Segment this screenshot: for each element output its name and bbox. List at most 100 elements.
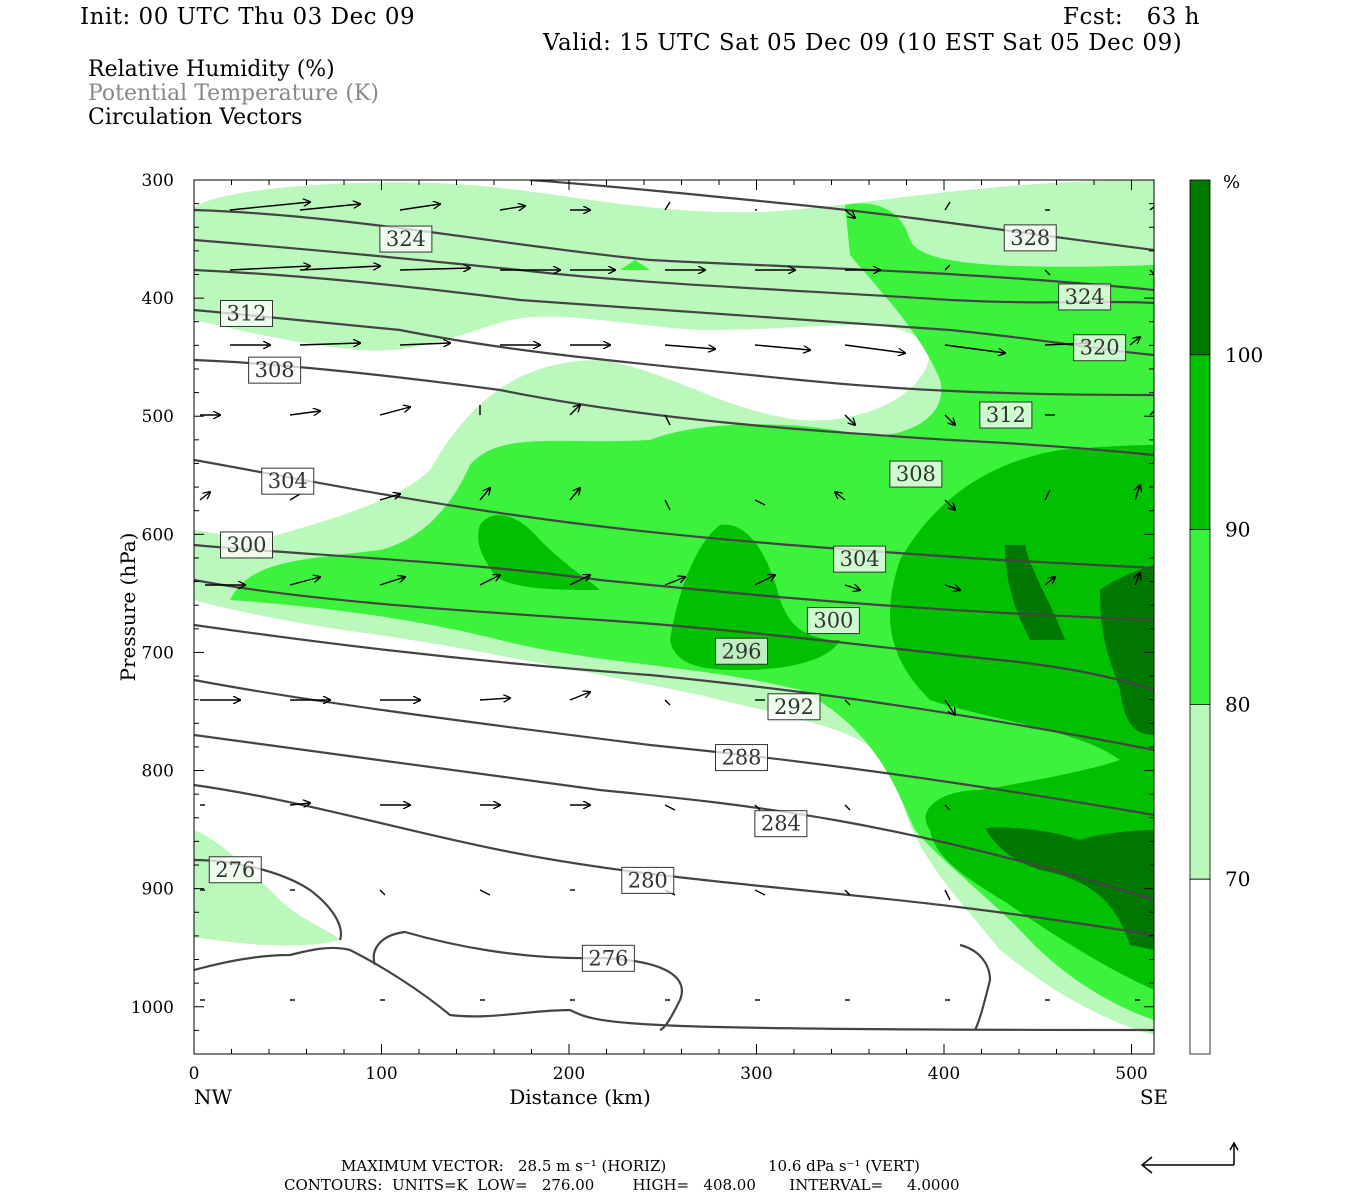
theta-label-text: 280 xyxy=(628,868,668,892)
circulation-vector xyxy=(664,201,671,211)
theta-label-box xyxy=(754,810,808,838)
rh-90-area-left xyxy=(478,515,600,590)
circulation-vector xyxy=(844,804,851,811)
theta-label-box xyxy=(715,744,768,772)
circulation-vector xyxy=(754,575,775,586)
circulation-vector xyxy=(569,692,590,701)
circulation-vector xyxy=(664,804,676,811)
circulation-vector xyxy=(1135,573,1140,586)
theta-label-text: 308 xyxy=(896,462,936,486)
theta-label-text: 304 xyxy=(268,469,308,493)
theta-label-box xyxy=(208,856,262,884)
circulation-vector xyxy=(229,266,310,271)
reference-vector xyxy=(1140,1141,1239,1174)
theta-label-text: 324 xyxy=(1065,285,1105,309)
circulation-vector xyxy=(479,698,510,700)
circulation-vector xyxy=(379,494,400,501)
theta-label: 312 xyxy=(979,401,1033,429)
y-tick-label: 300 xyxy=(142,171,174,191)
x-tick-label: 500 xyxy=(1115,1064,1147,1084)
theta-label: 276 xyxy=(581,944,635,972)
valid-time: Valid: 15 UTC Sat 05 Dec 09 (10 EST Sat … xyxy=(543,30,1183,56)
humidity-fill xyxy=(194,180,1154,1035)
theta-label-text: 312 xyxy=(986,403,1026,427)
circulation-vector xyxy=(1149,205,1154,211)
circulation-vector xyxy=(664,577,685,586)
theta-label-box xyxy=(889,460,943,488)
circulation-vector xyxy=(944,414,955,425)
theta-label: 308 xyxy=(248,356,302,384)
theta-line-15 xyxy=(372,930,683,1032)
theta-label-text: 308 xyxy=(255,358,295,382)
circulation-vector xyxy=(844,344,905,353)
theta-label-box xyxy=(621,866,675,894)
theta-label-box xyxy=(220,531,273,559)
x-tick-label: 400 xyxy=(928,1064,960,1084)
theta-line-2 xyxy=(194,208,1154,292)
x-tick-label: 100 xyxy=(365,1064,397,1084)
theta-line-8 xyxy=(194,543,1154,622)
circulation-vector xyxy=(569,488,580,501)
colorbar-label: 90 xyxy=(1225,518,1250,542)
circulation-vector xyxy=(1044,577,1055,586)
circulation-vector xyxy=(399,343,450,345)
theta-line-3 xyxy=(194,238,1154,305)
circulation-vector xyxy=(299,343,360,345)
circulation-vector xyxy=(944,699,955,715)
y-tick-label: 700 xyxy=(142,643,174,663)
circulation-vector xyxy=(399,204,440,211)
theta-label-box xyxy=(806,607,860,635)
y-tick-label: 500 xyxy=(142,407,174,427)
colorbar: 70 80 90 100% xyxy=(1189,172,1263,1055)
colorbar-label: 100 xyxy=(1225,343,1263,367)
y-axis-label: Pressure (hPa) xyxy=(116,533,140,682)
rh-100-area-c xyxy=(985,827,1154,950)
circulation-vector xyxy=(944,499,955,510)
rh-70-area-lower xyxy=(194,830,340,946)
theta-label: 304 xyxy=(833,545,887,573)
circulation-vector xyxy=(754,804,761,811)
y-tick-label: 400 xyxy=(142,289,174,309)
reference-vector-vertical xyxy=(1229,1141,1239,1165)
circulation-vector xyxy=(844,209,855,218)
theta-label-text: 312 xyxy=(226,301,266,325)
rh-100-area-b xyxy=(1100,565,1154,735)
circulation-vector xyxy=(379,407,410,416)
plot-frame xyxy=(193,179,1155,1055)
circulation-vector xyxy=(289,493,301,501)
colorbar-segment xyxy=(1189,704,1211,880)
circulation-vector xyxy=(569,575,590,586)
circulation-vector xyxy=(1044,269,1051,276)
theta-label: 308 xyxy=(889,460,943,488)
theta-label-box xyxy=(1058,283,1112,311)
circulation-vector xyxy=(399,268,470,270)
theta-label-text: 276 xyxy=(588,946,628,970)
theta-label-box xyxy=(979,401,1033,429)
init-time: Init: 00 UTC Thu 03 Dec 09 xyxy=(80,4,416,30)
theta-label-box xyxy=(1073,334,1127,362)
footer-max-vector-label: MAXIMUM VECTOR: xyxy=(341,1157,504,1175)
rh-80-patch xyxy=(620,260,650,270)
x-tick-label: 0 xyxy=(189,1064,200,1084)
circulation-vector xyxy=(569,405,580,416)
circulation-vector xyxy=(664,699,671,706)
theta-label-text: 300 xyxy=(226,533,266,557)
theta-line-4 xyxy=(194,268,1154,357)
circulation-vector xyxy=(199,492,210,501)
theta-label: 324 xyxy=(1058,283,1112,311)
legend-relative-humidity: Relative Humidity (%) xyxy=(88,57,335,82)
theta-label-text: 276 xyxy=(215,858,255,882)
colorbar-unit: % xyxy=(1223,172,1240,193)
theta-label-box xyxy=(379,225,433,253)
theta-label: 276 xyxy=(208,856,262,884)
theta-label-text: 324 xyxy=(386,227,426,251)
colorbar-segment xyxy=(1189,529,1211,705)
circulation-vector xyxy=(229,202,310,211)
circulation-vector xyxy=(664,344,715,349)
theta-label: 304 xyxy=(261,467,315,495)
circulation-vector xyxy=(844,889,851,896)
theta-label-text: 288 xyxy=(721,746,761,770)
colorbar-segment xyxy=(1189,878,1211,1055)
theta-label-box xyxy=(581,944,635,972)
x-tick-label: 300 xyxy=(740,1064,772,1084)
